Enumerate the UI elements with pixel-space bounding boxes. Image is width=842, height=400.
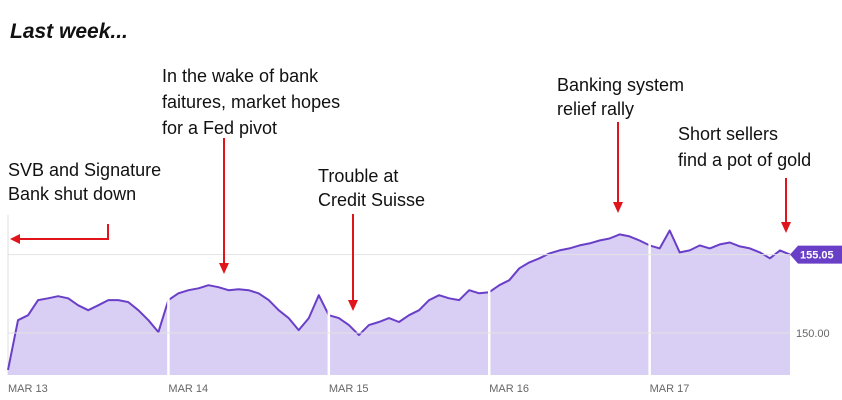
annotation: relief rally (557, 99, 634, 119)
annotation: for a Fed pivot (162, 118, 277, 138)
price-tag (790, 245, 842, 264)
annotations: SVB and Signature Bank shut down In the … (8, 66, 811, 210)
annotation: Bank shut down (8, 184, 136, 204)
annotation: Trouble at (318, 166, 398, 186)
x-tick-label: MAR 14 (168, 383, 208, 395)
line (7, 229, 791, 371)
x-tick-label: MAR 16 (489, 383, 529, 395)
annotation: faitures, market hopes (162, 92, 340, 112)
chart-title: Last week... (10, 20, 128, 43)
y-tick-label: 150.00 (796, 328, 830, 340)
x-tick-label: MAR 15 (329, 383, 369, 395)
arrow-head (781, 222, 791, 233)
annotation: find a pot of gold (678, 150, 811, 170)
annotation: Short sellers (678, 124, 778, 144)
arrow-head (348, 300, 358, 311)
x-tick-label: MAR 17 (650, 383, 690, 395)
arrow-head (10, 234, 20, 244)
arrow (14, 224, 109, 240)
annotation: Credit Suisse (318, 190, 425, 210)
annotation: Banking system (557, 75, 684, 95)
area (8, 230, 790, 375)
arrow-head (219, 263, 229, 274)
price-tag-label: 155.05 (800, 250, 834, 262)
arrows (10, 122, 791, 311)
x-tick-label: MAR 13 (8, 383, 48, 395)
arrow-head (613, 202, 623, 213)
annotation: In the wake of bank (162, 66, 319, 86)
annotation: SVB and Signature (8, 160, 161, 180)
